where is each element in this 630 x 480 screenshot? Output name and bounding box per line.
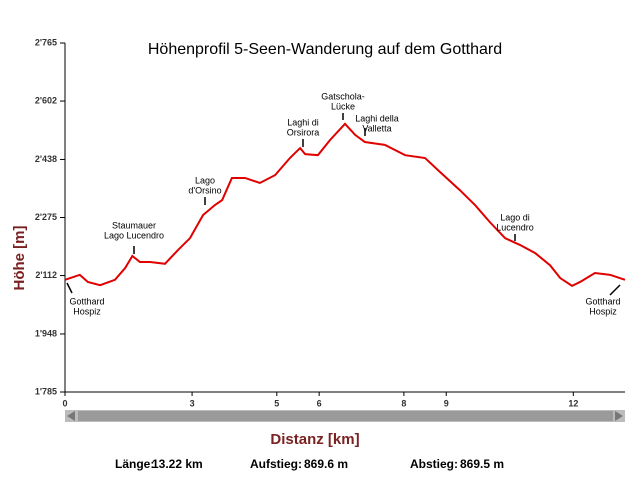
scroll-right xyxy=(615,411,623,421)
summary-value: 13.22 km xyxy=(152,457,203,471)
annotation-marker xyxy=(66,282,73,294)
annotation: Gotthard xyxy=(69,296,104,306)
x-tick-label: 3 xyxy=(190,398,195,408)
annotation: Orsirora xyxy=(287,127,320,137)
annotation: Lago xyxy=(195,175,215,185)
x-axis-label: Distanz [km] xyxy=(270,431,359,448)
annotation: Valletta xyxy=(362,123,391,133)
y-tick-label: 2'765 xyxy=(35,37,57,47)
x-tick-label: 8 xyxy=(401,398,406,408)
x-tick-label: 12 xyxy=(568,398,578,408)
annotation: Staumauer xyxy=(112,220,156,230)
annotation: Hospiz xyxy=(589,306,617,316)
annotation: Lücke xyxy=(331,101,355,111)
annotation: d'Orsino xyxy=(188,185,221,195)
y-tick-label: 2'438 xyxy=(35,154,57,164)
summary-value: 869.6 m xyxy=(304,457,348,471)
scroll-left xyxy=(67,411,75,421)
x-tick-label: 0 xyxy=(62,398,67,408)
annotation-marker xyxy=(609,284,621,296)
x-tick-label: 6 xyxy=(317,398,322,408)
summary-label: Länge: xyxy=(115,457,154,471)
summary-label: Abstieg: xyxy=(410,457,458,471)
x-tick-label: 5 xyxy=(274,398,279,408)
chart-title: Höhenprofil 5-Seen-Wanderung auf dem Got… xyxy=(148,41,502,58)
annotation: Lago di xyxy=(500,212,530,222)
annotation: Laghi di xyxy=(287,117,319,127)
annotation: Lucendro xyxy=(496,222,534,232)
annotation: Gotthard xyxy=(585,296,620,306)
y-axis-label: Höhe [m] xyxy=(11,226,28,291)
y-tick-label: 2'112 xyxy=(35,270,57,280)
x-tick-label: 9 xyxy=(444,398,449,408)
summary-value: 869.5 m xyxy=(460,457,504,471)
annotation: Hospiz xyxy=(73,306,101,316)
scroll-thumb xyxy=(78,411,613,421)
annotation: Laghi della xyxy=(355,113,399,123)
annotation: Gatschola- xyxy=(321,91,365,101)
y-tick-label: 2'275 xyxy=(35,212,57,222)
scrollbar xyxy=(65,410,625,422)
y-tick-label: 1'785 xyxy=(35,386,57,396)
summary-label: Aufstieg: xyxy=(250,457,302,471)
y-tick-label: 2'602 xyxy=(35,95,57,105)
elevation-line xyxy=(64,122,626,288)
y-tick-label: 1'948 xyxy=(35,328,57,338)
annotation: Lago Lucendro xyxy=(104,230,164,240)
